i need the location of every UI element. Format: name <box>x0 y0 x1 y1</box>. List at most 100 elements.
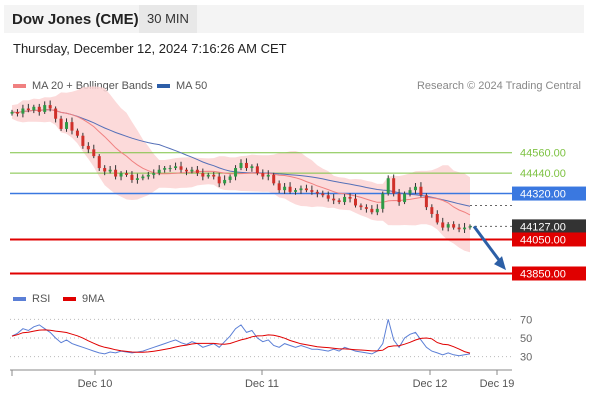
rsi-tick-label: 50 <box>520 333 532 345</box>
candle-body <box>419 186 423 196</box>
candle-body <box>261 173 265 177</box>
rsi-tick-label: 70 <box>520 314 532 326</box>
legend-ma20: MA 20 + Bollinger Bands <box>13 80 153 92</box>
candle-body <box>294 190 298 192</box>
candle-body <box>326 195 330 199</box>
candle-body <box>370 208 374 213</box>
candle-body <box>32 106 36 111</box>
legend-ma20-swatch <box>13 84 26 89</box>
credit-text: Research © 2024 Trading Central <box>416 80 581 92</box>
legend-ma20-label: MA 20 + Bollinger Bands <box>32 80 153 92</box>
ma20-line <box>11 109 471 216</box>
candle-body <box>70 122 74 131</box>
candle-body <box>59 118 63 129</box>
candle-body <box>43 105 47 112</box>
candle-body <box>354 198 357 206</box>
rsi-tick-label: 30 <box>520 352 532 364</box>
price-level-label-3: 44127.00 <box>520 221 566 233</box>
candle-body <box>26 108 30 111</box>
interval-badge[interactable]: 30 MIN <box>139 5 197 33</box>
candle-body <box>321 193 325 196</box>
candle-body <box>337 200 341 203</box>
price-level-tag-2 <box>512 186 586 201</box>
candle-body <box>452 224 456 228</box>
legend-9ma-label: 9MA <box>82 293 105 305</box>
candle-body <box>343 196 347 203</box>
candle-body <box>65 122 69 129</box>
price-level-label-4: 44050.00 <box>520 234 566 246</box>
candle-body <box>130 174 134 180</box>
candle-body <box>392 178 396 194</box>
candle-body <box>157 169 161 174</box>
candle-body <box>54 108 58 119</box>
timestamp: Thursday, December 12, 2024 7:16:26 AM C… <box>13 41 287 56</box>
candle-body <box>152 173 156 175</box>
x-tick-label: Dec 10 <box>78 378 113 390</box>
x-tick-label: Dec 12 <box>413 378 448 390</box>
price-level-label-2: 44320.00 <box>520 189 566 201</box>
candle-body <box>304 188 308 191</box>
candle-body <box>413 186 417 191</box>
candle-body <box>163 168 167 170</box>
candle-body <box>364 207 368 209</box>
chart-title: Dow Jones (CME) <box>12 11 139 28</box>
legend-ma50: MA 50 <box>157 80 207 92</box>
rsi-9ma-line <box>11 329 471 354</box>
candle-body <box>168 168 172 170</box>
candle-body <box>435 213 439 223</box>
candle-body <box>468 226 472 228</box>
candle-body <box>217 176 221 184</box>
candle-body <box>386 178 390 194</box>
candle-body <box>375 208 379 213</box>
candle-body <box>92 149 96 157</box>
price-level-tag-3 <box>512 219 586 234</box>
price-level-label-5: 43850.00 <box>520 268 566 280</box>
candle-body <box>348 196 352 199</box>
candle-body <box>21 108 25 114</box>
candle-body <box>75 130 79 136</box>
projection-arrow-head <box>494 256 506 271</box>
candle-body <box>430 207 434 214</box>
candle-body <box>272 174 276 184</box>
candle-body <box>81 135 85 146</box>
candle-body <box>359 205 363 208</box>
candle-body <box>103 168 107 172</box>
candle-body <box>228 176 232 180</box>
candle-body <box>381 193 385 209</box>
candle-body <box>239 162 243 169</box>
candle-body <box>212 174 216 177</box>
candle-body <box>283 186 287 191</box>
price-level-label-0: 44560.00 <box>520 148 566 160</box>
candle-body <box>190 169 194 172</box>
candle-body <box>10 111 14 114</box>
price-level-tag-5 <box>512 266 586 281</box>
candle-body <box>250 166 254 169</box>
candle-body <box>315 191 319 194</box>
header: Dow Jones (CME) 30 MIN <box>0 0 590 36</box>
candle-body <box>146 174 150 177</box>
candle-body <box>195 169 199 174</box>
candle-body <box>332 198 336 201</box>
legend-ma50-label: MA 50 <box>176 80 208 92</box>
candle-body <box>141 176 145 179</box>
legend-9ma: 9MA <box>63 293 105 305</box>
candle-body <box>397 193 401 203</box>
rsi-line <box>11 319 471 357</box>
candle-body <box>125 173 128 175</box>
candle-body <box>135 178 139 180</box>
candle-body <box>408 190 412 194</box>
candle-body <box>114 169 118 177</box>
candle-body <box>457 227 461 230</box>
candle-body <box>223 179 227 184</box>
candle-body <box>15 111 19 114</box>
candle-body <box>424 195 428 208</box>
price-level-label-1: 44440.00 <box>520 168 566 180</box>
legend-ma50-swatch <box>157 84 170 89</box>
legend-rsi-label: RSI <box>32 293 51 305</box>
title-bar: Dow Jones (CME) 30 MIN <box>4 5 584 33</box>
legend-rsi: RSI <box>13 293 50 305</box>
legend-9ma-swatch <box>63 297 76 302</box>
candle-body <box>119 173 123 177</box>
candle-body <box>37 106 41 112</box>
